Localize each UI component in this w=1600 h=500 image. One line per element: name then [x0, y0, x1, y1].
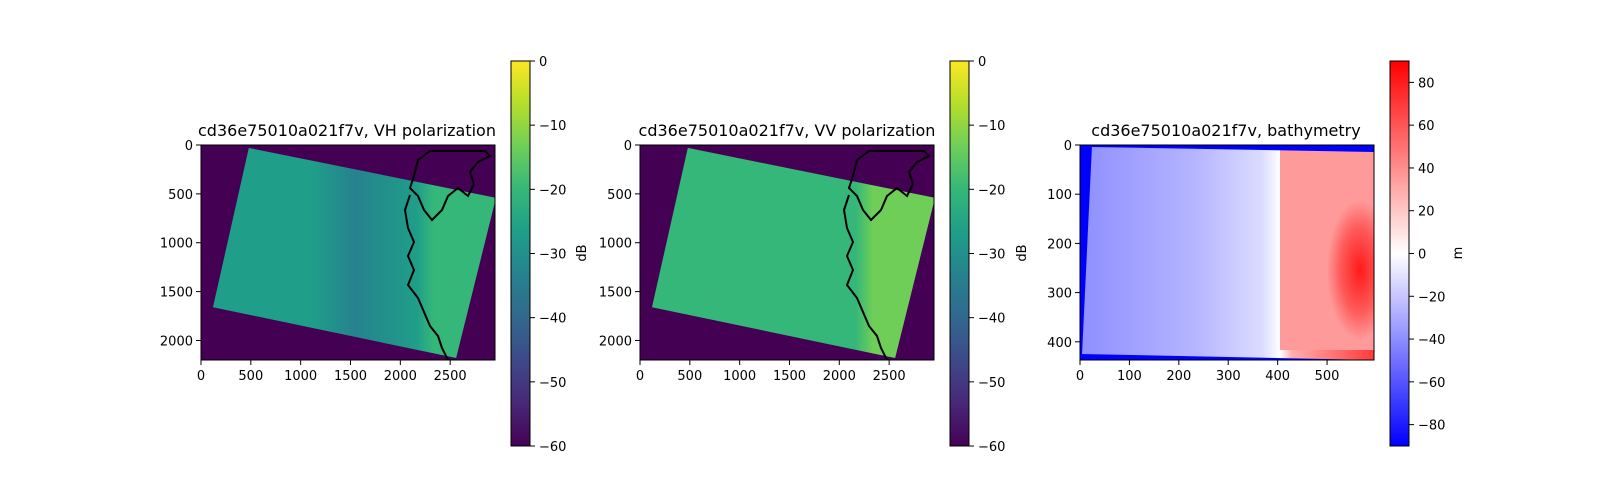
- panel-bathymetry-colorbar-tick-label: 20: [1418, 205, 1435, 220]
- panel-vv-ytick-label: 1500: [599, 286, 632, 301]
- panel-vv: cd36e75010a021f7v, VV polarization 0 500 1…: [599, 55, 1030, 455]
- panel-bathymetry-ytick-label: 300: [1047, 287, 1072, 302]
- panel-vh-colorbar-ticks: 0 −10 −20 −30 −40 −50 −60: [530, 55, 566, 455]
- panel-vh-ytick-label: 2000: [160, 334, 193, 349]
- panel-vh-ytick-label: 0: [185, 139, 193, 154]
- panel-bathymetry-left-edge: [1080, 145, 1092, 355]
- panel-bathymetry-frame: [1079, 144, 1375, 361]
- panel-vh-colorbar-tick-label: −40: [539, 312, 566, 327]
- panel-bathymetry-xtick-label: 500: [1315, 369, 1340, 384]
- panel-bathymetry-colorbar-bar: [1389, 60, 1410, 447]
- panel-vv-coastline: [842, 150, 931, 360]
- panel-vh-xtick-label: 2000: [384, 369, 417, 384]
- panel-bathymetry-land: [1280, 150, 1374, 350]
- panel-vh-colorbar: 0 −10 −20 −30 −40 −50 −60 dB: [510, 55, 590, 455]
- panel-vv-colorbar-tick-label: −20: [978, 183, 1005, 198]
- panel-vh-ytick-label: 1500: [160, 286, 193, 301]
- panel-vh-xtick-label: 1500: [334, 369, 367, 384]
- panel-bathymetry-colorbar-tick-label: 60: [1418, 119, 1435, 134]
- panel-vh-title: cd36e75010a021f7v, VH polarization: [198, 121, 496, 140]
- panel-vv-colorbar-tick-label: −10: [978, 119, 1005, 134]
- panel-vv-title: cd36e75010a021f7v, VV polarization: [639, 121, 936, 140]
- panel-vv-colorbar-tick-label: −60: [978, 440, 1005, 455]
- panel-vv-colorbar-label: dB: [1015, 244, 1030, 261]
- panel-vv-xtick-label: 2000: [823, 369, 856, 384]
- panel-bathymetry: cd36e75010a021f7v, bathymetry 0 100 200 300…: [1047, 60, 1466, 447]
- panel-bathymetry-xtick-label: 200: [1166, 369, 1191, 384]
- panel-bathymetry-axes: 0 100 200 300 400 500 0 100 200 300 400: [1047, 139, 1339, 384]
- panel-vh-colorbar-tick-label: −60: [539, 440, 566, 455]
- panel-vv-xtick-label: 1500: [773, 369, 806, 384]
- panel-bathymetry-colorbar-tick-label: 40: [1418, 162, 1435, 177]
- panel-vv-colorbar-tick-label: −40: [978, 312, 1005, 327]
- panel-bathymetry-colorbar-ticks: 80 60 40 20 0 −20 −40 −60 −80: [1409, 76, 1445, 434]
- panel-vh-ytick-label: 500: [168, 188, 193, 203]
- panel-vv-xtick-label: 1000: [723, 369, 756, 384]
- panel-bathymetry-colorbar-tick-label: 0: [1418, 248, 1426, 263]
- panel-bathymetry-colorbar: 80 60 40 20 0 −20 −40 −60 −80 m: [1389, 60, 1466, 447]
- panel-bathymetry-colorbar-tick-label: −80: [1418, 419, 1445, 434]
- panel-vv-xtick-label: 0: [636, 369, 644, 384]
- panel-vv-colorbar-tick-label: −30: [978, 248, 1005, 263]
- panel-vh-colorbar-tick-label: −10: [539, 119, 566, 134]
- panel-bathymetry-xtick-label: 0: [1076, 369, 1084, 384]
- panel-vv-colorbar-bar: [949, 60, 970, 447]
- panel-vh-colorbar-bar: [510, 60, 531, 447]
- panel-bathymetry-colorbar-tick-label: −20: [1418, 290, 1445, 305]
- panel-vh-colorbar-tick-label: −20: [539, 183, 566, 198]
- panel-bathymetry-colorbar-label: m: [1451, 247, 1466, 260]
- panel-vv-ytick-label: 0: [624, 139, 632, 154]
- panel-bathymetry-ytick-label: 100: [1047, 188, 1072, 203]
- panel-vh-scene: [212, 147, 495, 359]
- panel-bathymetry-xtick-label: 400: [1265, 369, 1290, 384]
- panel-vh-ytick-label: 1000: [160, 237, 193, 252]
- panel-vv-axes: 0 500 1000 1500 2000 2500 0 500 1000 1500 2000: [599, 139, 906, 384]
- panel-bathymetry-colorbar-tick-label: −40: [1418, 333, 1445, 348]
- panel-vv-colorbar-ticks: 0 −10 −20 −30 −40 −50 −60: [969, 55, 1005, 455]
- panel-vh-colorbar-tick-label: −30: [539, 248, 566, 263]
- panel-bathymetry-colorbar-tick-label: −60: [1418, 376, 1445, 391]
- panel-vh-xtick-label: 2500: [434, 369, 467, 384]
- panel-bathymetry-bottom-edge: [1080, 354, 1374, 360]
- panel-vv-scene: [651, 147, 934, 359]
- panel-bathymetry-ytick-label: 0: [1064, 139, 1072, 154]
- panel-vv-colorbar-tick-label: 0: [978, 55, 986, 70]
- panel-vh-xtick-label: 500: [238, 369, 263, 384]
- panel-bathymetry-colorbar-tick-label: 80: [1418, 76, 1435, 91]
- panel-bathymetry-xtick-label: 100: [1117, 369, 1142, 384]
- panel-vv-ytick-label: 1000: [599, 237, 632, 252]
- panel-vv-ytick-label: 500: [607, 188, 632, 203]
- panel-vh-xtick-label: 1000: [284, 369, 317, 384]
- panel-bathymetry-ytick-label: 200: [1047, 237, 1072, 252]
- panel-bathymetry-top-edge: [1092, 145, 1374, 152]
- panel-vv-frame: [639, 144, 935, 361]
- panel-vh-colorbar-tick-label: −50: [539, 376, 566, 391]
- panel-vv-ytick-label: 2000: [599, 334, 632, 349]
- panel-vh-frame: [200, 144, 496, 361]
- panel-bathymetry-title: cd36e75010a021f7v, bathymetry: [1091, 121, 1360, 140]
- panel-bathymetry-xtick-label: 300: [1216, 369, 1241, 384]
- panel-vv-colorbar-tick-label: −50: [978, 376, 1005, 391]
- panel-vh-axes: 0 500 1000 1500 2000 2500 0 500 1000 1500 2000: [160, 139, 467, 384]
- panel-vh-colorbar-tick-label: 0: [539, 55, 547, 70]
- panel-vv-colorbar: 0 −10 −20 −30 −40 −50 −60 dB: [949, 55, 1030, 455]
- panel-vv-xtick-label: 500: [677, 369, 702, 384]
- panel-vh-colorbar-label: dB: [575, 244, 590, 261]
- panel-vh-xtick-label: 0: [197, 369, 205, 384]
- panel-vh: cd36e75010a021f7v, VH polarization 0 500 1…: [160, 55, 590, 455]
- panel-bathymetry-ytick-label: 400: [1047, 336, 1072, 351]
- panel-vh-coastline: [403, 150, 492, 360]
- panel-vv-xtick-label: 2500: [873, 369, 906, 384]
